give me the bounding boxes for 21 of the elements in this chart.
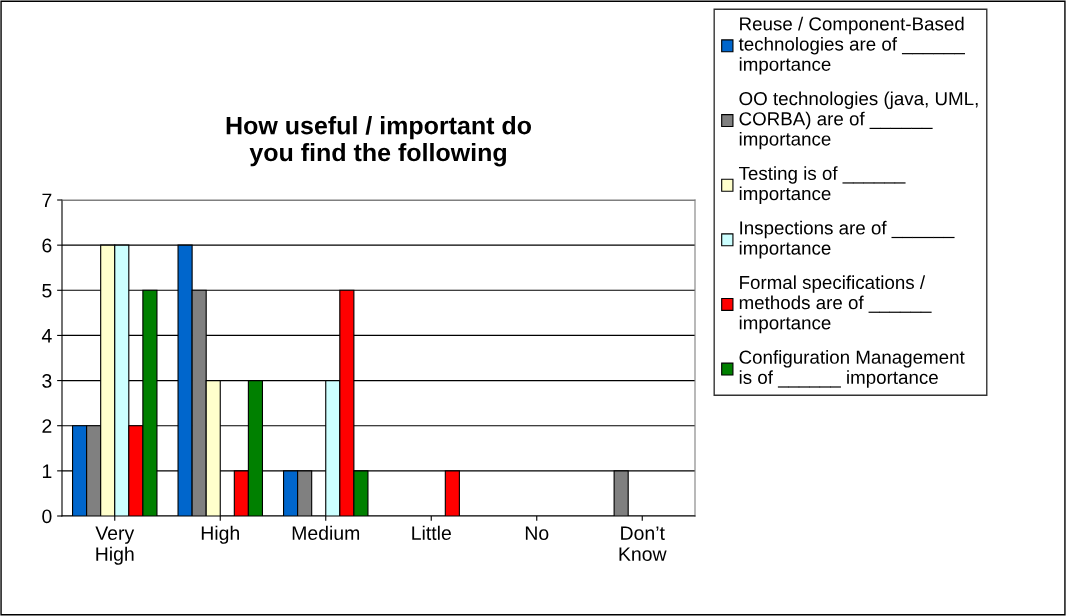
y-tick-label: 5 — [42, 283, 52, 298]
y-tick-label: 6 — [42, 238, 52, 253]
y-tick-label: 4 — [41, 329, 52, 343]
y-tick-label: 1 — [42, 464, 52, 478]
y-tick-label: 3 — [42, 374, 52, 388]
x-tick-label: No — [525, 526, 549, 540]
legend-label: Inspections are of ______ importance — [739, 220, 955, 259]
legend-label: Testing is of ______ importance — [738, 166, 906, 204]
x-tick-label: Don’t Know — [619, 526, 667, 561]
y-tick-label: 0 — [42, 509, 52, 524]
legend-label: Formal specifications / methods are of ______ importance — [739, 275, 932, 334]
x-tick-label: Little — [412, 525, 451, 540]
chart-title: How useful / important do you find the following — [226, 116, 531, 167]
y-tick-label: 7 — [42, 193, 52, 208]
y-tick-label: 2 — [42, 419, 52, 433]
x-tick-label: High — [201, 525, 239, 544]
x-tick-label: Very High — [95, 526, 135, 565]
legend-label: OO technologies (java, UML, CORBA) are of ______ importance — [739, 91, 978, 150]
legend-label: Reuse / Component-Based technologies are of ______ importance — [738, 16, 965, 75]
legend-label: Configuration Management is of ______ importance — [739, 350, 965, 388]
x-tick-label: Medium — [292, 525, 360, 540]
